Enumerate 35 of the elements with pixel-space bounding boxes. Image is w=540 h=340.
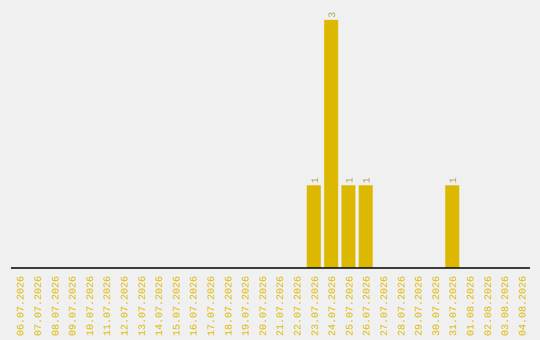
x-tick-label: 18.07.2026 [224, 276, 236, 336]
x-tick-label: 17.07.2026 [206, 276, 218, 336]
x-tick-label: 27.07.2026 [380, 276, 391, 336]
x-tick-label: 03.08.2026 [501, 276, 512, 336]
data-label: 1 [310, 177, 322, 184]
x-tick-label: 16.07.2026 [190, 276, 201, 336]
x-tick-label: 09.07.2026 [68, 276, 80, 336]
data-label: 3 [328, 12, 340, 18]
x-tick-label: 10.07.2026 [86, 276, 97, 336]
x-tick-label: 25.07.2026 [345, 276, 356, 336]
data-label: 1 [362, 177, 374, 184]
x-tick-label: 31.07.2026 [449, 276, 460, 336]
x-tick-label: 11.07.2026 [103, 276, 114, 336]
data-label: 1 [345, 177, 356, 184]
x-tick-label: 12.07.2026 [120, 276, 132, 336]
x-tick-label: 22.07.2026 [293, 276, 304, 336]
x-tick-label: 21.07.2026 [276, 276, 288, 336]
x-tick-label: 28.07.2026 [397, 276, 408, 336]
x-tick-label: 07.07.2026 [34, 276, 45, 336]
x-tick-label: 19.07.2026 [242, 276, 253, 336]
x-tick-label: 23.07.2026 [310, 276, 322, 336]
x-tick-label: 13.07.2026 [138, 276, 149, 336]
x-tick-label: 04.08.2026 [518, 276, 530, 336]
x-tick-label: 02.08.2026 [484, 276, 495, 336]
x-tick-label: 15.07.2026 [172, 276, 184, 336]
x-tick-label: 08.07.2026 [51, 276, 62, 336]
x-tick-label: 01.08.2026 [466, 276, 478, 336]
x-tick-label: 30.07.2026 [432, 276, 443, 336]
x-tick-label: 14.07.2026 [155, 276, 166, 336]
x-tick-label: 06.07.2026 [16, 276, 28, 336]
x-tick-label: 24.07.2026 [328, 276, 340, 336]
x-tick-label: 29.07.2026 [414, 276, 426, 336]
data-label: 1 [449, 177, 460, 184]
x-tick-label: 26.07.2026 [362, 276, 374, 336]
x-tick-label: 20.07.2026 [258, 276, 270, 336]
